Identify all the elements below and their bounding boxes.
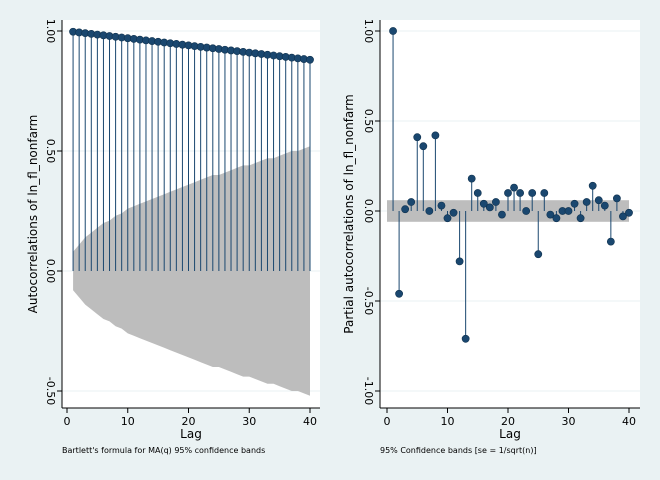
y-tick-label: 0.00 xyxy=(44,259,57,284)
pacf-markers xyxy=(389,27,633,343)
marker-lag-22 xyxy=(516,189,524,197)
marker-lag-1 xyxy=(389,27,397,35)
marker-lag-21 xyxy=(510,183,518,192)
marker-lag-3 xyxy=(401,205,410,214)
acf-panel: -0.50 0.00 0.50 1.00 0 10 20 30 40 Autocorrelati… xyxy=(26,19,320,455)
x-tick-label: 40 xyxy=(303,415,317,428)
marker-lag-30 xyxy=(564,207,573,215)
acf-note: Bartlett's formula for MA(q) 95% confide… xyxy=(62,446,265,455)
pacf-x-axis-title: Lag xyxy=(499,427,521,441)
acf-stems xyxy=(72,31,311,271)
acf-confidence-band xyxy=(73,146,310,396)
acf-axes: -0.50 0.00 0.50 1.00 0 10 20 30 40 xyxy=(44,19,320,428)
marker-lag-32 xyxy=(576,214,585,223)
x-tick-label: 10 xyxy=(441,415,455,428)
marker-lag-28 xyxy=(552,214,561,223)
marker-lag-6 xyxy=(419,142,428,151)
marker-lag-33 xyxy=(582,198,591,206)
marker-lag-27 xyxy=(546,210,555,219)
acf-x-axis-title: Lag xyxy=(180,427,202,441)
marker-lag-17 xyxy=(485,203,494,212)
marker-lag-9 xyxy=(437,201,446,210)
x-tick-label: 0 xyxy=(64,415,71,428)
marker-lag-37 xyxy=(606,237,615,246)
marker-lag-4 xyxy=(407,198,416,206)
marker-lag-19 xyxy=(498,210,506,219)
y-tick-label: -0.50 xyxy=(362,287,375,315)
marker-lag-12 xyxy=(455,257,464,266)
marker-lag-20 xyxy=(504,189,512,197)
marker-lag-10 xyxy=(443,214,452,223)
pacf-y-axis-title: Partial autocorrelations of ln_fl_nonfar… xyxy=(342,94,356,333)
x-tick-label: 10 xyxy=(121,415,135,428)
y-tick-label: 0.00 xyxy=(362,199,375,224)
x-tick-label: 30 xyxy=(562,415,576,428)
marker-lag-16 xyxy=(479,199,488,208)
x-tick-label: 30 xyxy=(242,415,256,428)
marker-lag-40 xyxy=(625,208,633,217)
x-tick-label: 20 xyxy=(501,415,515,428)
marker-lag-5 xyxy=(413,133,422,142)
marker-lag-40 xyxy=(306,55,314,64)
y-tick-label: -0.50 xyxy=(44,377,57,405)
y-tick-label: 0.50 xyxy=(44,139,57,164)
marker-lag-14 xyxy=(467,174,476,183)
marker-lag-34 xyxy=(588,181,597,190)
marker-lag-13 xyxy=(461,334,470,343)
x-tick-label: 40 xyxy=(622,415,636,428)
marker-lag-24 xyxy=(528,189,537,197)
pacf-panel: -1.00 -0.50 0.00 0.50 1.00 0 10 20 30 40 Partial … xyxy=(342,19,640,455)
marker-lag-31 xyxy=(570,199,579,208)
marker-lag-11 xyxy=(449,208,458,217)
acf-markers xyxy=(69,27,314,64)
marker-lag-18 xyxy=(491,198,500,206)
x-tick-label: 0 xyxy=(384,415,391,428)
marker-lag-38 xyxy=(613,194,621,203)
marker-lag-23 xyxy=(522,207,531,215)
y-tick-label: -1.00 xyxy=(362,377,375,405)
pacf-note: 95% Confidence bands [se = 1/sqrt(n)] xyxy=(380,446,537,455)
marker-lag-26 xyxy=(540,189,549,197)
acf-y-axis-title: Autocorrelations of ln_fl_nonfarm xyxy=(26,115,40,314)
marker-lag-7 xyxy=(425,207,434,215)
y-tick-label: 0.50 xyxy=(362,109,375,134)
marker-lag-35 xyxy=(594,196,603,205)
marker-lag-15 xyxy=(473,189,482,197)
marker-lag-25 xyxy=(534,250,543,259)
y-tick-label: 1.00 xyxy=(362,19,375,44)
y-tick-label: 1.00 xyxy=(44,19,57,44)
pacf-axes: -1.00 -0.50 0.00 0.50 1.00 0 10 20 30 40 xyxy=(362,19,640,428)
x-tick-label: 20 xyxy=(182,415,196,428)
marker-lag-8 xyxy=(431,131,440,140)
marker-lag-39 xyxy=(619,212,627,221)
marker-lag-2 xyxy=(395,289,403,298)
marker-lag-36 xyxy=(600,201,609,210)
